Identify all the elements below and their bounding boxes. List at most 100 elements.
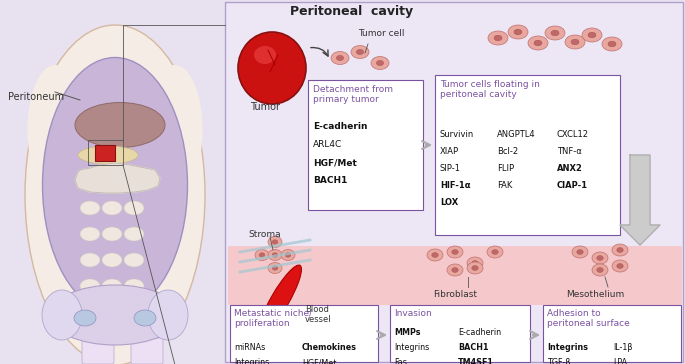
Ellipse shape [488, 31, 508, 45]
Ellipse shape [42, 290, 82, 340]
Ellipse shape [331, 51, 349, 64]
Ellipse shape [432, 253, 438, 257]
Polygon shape [75, 163, 160, 193]
Text: MMPs: MMPs [394, 328, 421, 337]
Ellipse shape [259, 253, 265, 257]
Ellipse shape [427, 249, 443, 261]
Text: ARL4C: ARL4C [313, 140, 342, 149]
Ellipse shape [452, 268, 458, 272]
Text: Integrins: Integrins [234, 358, 269, 364]
Ellipse shape [467, 257, 483, 269]
Ellipse shape [565, 35, 585, 49]
Ellipse shape [238, 32, 306, 104]
Text: XIAP: XIAP [440, 147, 459, 156]
Ellipse shape [447, 246, 463, 258]
Ellipse shape [80, 305, 100, 319]
FancyBboxPatch shape [543, 305, 681, 362]
Text: Tumor cell: Tumor cell [358, 29, 405, 38]
Ellipse shape [80, 201, 100, 215]
Ellipse shape [254, 46, 276, 64]
Ellipse shape [452, 250, 458, 254]
Text: BACH1: BACH1 [313, 176, 347, 185]
Text: Tumor cells floating in
peritoneal cavity: Tumor cells floating in peritoneal cavit… [440, 80, 540, 99]
Text: Stroma: Stroma [248, 230, 281, 239]
Ellipse shape [255, 249, 269, 261]
Text: E-cadherin: E-cadherin [313, 122, 367, 131]
Ellipse shape [74, 310, 96, 326]
Text: FLIP: FLIP [497, 164, 514, 173]
Text: Invasion: Invasion [394, 309, 432, 318]
Ellipse shape [124, 227, 144, 241]
Ellipse shape [80, 253, 100, 267]
FancyBboxPatch shape [390, 305, 530, 362]
Ellipse shape [272, 240, 278, 244]
Text: IL-1β: IL-1β [613, 343, 632, 352]
Text: SIP-1: SIP-1 [440, 164, 461, 173]
Text: Metastatic niche/
proliferation: Metastatic niche/ proliferation [234, 309, 312, 328]
Ellipse shape [588, 32, 596, 38]
Ellipse shape [472, 266, 478, 270]
Text: CXCL12: CXCL12 [557, 130, 589, 139]
Ellipse shape [25, 25, 205, 364]
Ellipse shape [272, 266, 278, 270]
Ellipse shape [616, 264, 623, 268]
FancyBboxPatch shape [95, 145, 115, 161]
Ellipse shape [597, 268, 603, 272]
Ellipse shape [572, 246, 588, 258]
Ellipse shape [494, 35, 502, 41]
Ellipse shape [336, 55, 344, 60]
Ellipse shape [50, 285, 180, 345]
Ellipse shape [571, 39, 579, 45]
Text: Adhesion to
peritoneal surface: Adhesion to peritoneal surface [547, 309, 630, 328]
Text: Peritoneal  cavity: Peritoneal cavity [290, 5, 414, 18]
Text: Integrins: Integrins [394, 343, 429, 352]
Text: TNF-α: TNF-α [557, 147, 582, 156]
Ellipse shape [258, 265, 301, 335]
Text: LOX: LOX [440, 198, 458, 207]
Ellipse shape [447, 264, 463, 276]
Text: HIF-1α: HIF-1α [440, 181, 471, 190]
Text: Survivin: Survivin [440, 130, 474, 139]
Text: Fas: Fas [394, 358, 407, 364]
Ellipse shape [147, 65, 203, 195]
Ellipse shape [272, 253, 278, 257]
Ellipse shape [551, 30, 559, 36]
Ellipse shape [124, 305, 144, 319]
Ellipse shape [534, 40, 542, 46]
Ellipse shape [492, 250, 498, 254]
Text: HGF/Met: HGF/Met [302, 358, 336, 364]
FancyBboxPatch shape [131, 338, 163, 364]
Ellipse shape [376, 60, 384, 66]
Text: Integrins: Integrins [547, 343, 588, 352]
Ellipse shape [356, 50, 364, 55]
Ellipse shape [42, 58, 188, 313]
Ellipse shape [281, 249, 295, 261]
Text: BACH1: BACH1 [458, 343, 488, 352]
Ellipse shape [351, 46, 369, 59]
Text: Fibroblast: Fibroblast [433, 290, 477, 299]
Text: CIAP-1: CIAP-1 [557, 181, 588, 190]
Ellipse shape [268, 237, 282, 248]
FancyBboxPatch shape [230, 305, 378, 362]
Ellipse shape [472, 261, 478, 265]
Ellipse shape [268, 262, 282, 273]
Ellipse shape [80, 227, 100, 241]
Ellipse shape [102, 227, 122, 241]
Ellipse shape [508, 25, 528, 39]
Ellipse shape [467, 262, 483, 274]
Text: TGF-β: TGF-β [547, 358, 571, 364]
Ellipse shape [268, 249, 282, 261]
Text: FAK: FAK [497, 181, 512, 190]
Ellipse shape [371, 56, 389, 70]
Ellipse shape [592, 252, 608, 264]
Ellipse shape [80, 279, 100, 293]
Ellipse shape [102, 253, 122, 267]
Ellipse shape [102, 305, 122, 319]
Ellipse shape [608, 41, 616, 47]
FancyBboxPatch shape [228, 246, 682, 305]
Ellipse shape [597, 256, 603, 260]
Ellipse shape [124, 253, 144, 267]
FancyBboxPatch shape [308, 80, 423, 210]
Ellipse shape [514, 29, 522, 35]
Text: Tumor: Tumor [250, 102, 280, 112]
